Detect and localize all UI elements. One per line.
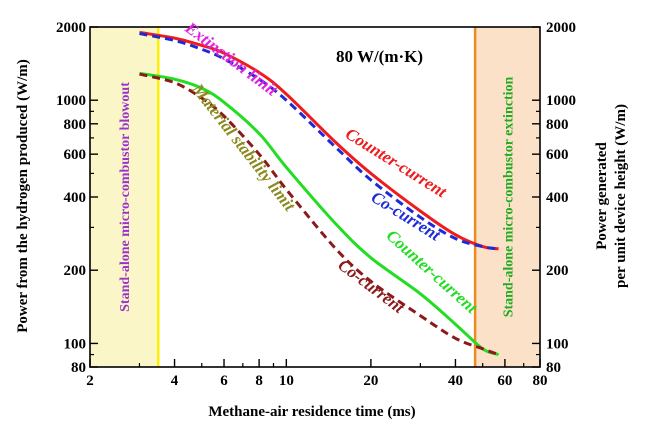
condition-label: 80 W/(m·K)	[336, 47, 423, 66]
y-tick-label-left: 2000	[56, 20, 86, 36]
annotation-4: Material stability limit	[188, 79, 300, 215]
y-axis-title-right-line2: per unit device height (W/m)	[613, 104, 629, 288]
x-tick-label: 60	[497, 373, 512, 389]
y-tick-label-right: 200	[546, 263, 569, 279]
y-axis-title-left: Power from the hydrogen produced (W/m)	[15, 59, 31, 332]
region-1	[90, 27, 159, 367]
x-axis-title: Methane-air residence time (ms)	[208, 404, 415, 420]
y-tick-label-left: 600	[64, 147, 87, 163]
y-tick-label-left: 800	[64, 117, 87, 133]
x-tick-label: 6	[220, 373, 228, 389]
y-tick-label-left: 200	[64, 263, 87, 279]
series-line-1	[139, 30, 499, 251]
curve-annotations: Extinction limitCounter-currentCo-curren…	[181, 18, 482, 318]
y-tick-label-left: 100	[64, 336, 87, 352]
region-2-label: Stand-alone micro-combustor extinction	[502, 76, 517, 317]
y-tick-label-left: 80	[71, 360, 86, 376]
y-tick-label-right: 600	[546, 147, 569, 163]
y-tick-label-right: 2000	[546, 20, 576, 36]
x-tick-label: 10	[279, 373, 294, 389]
x-tick-label: 8	[255, 373, 263, 389]
y-tick-label-right: 100	[546, 336, 569, 352]
region-2	[475, 27, 540, 367]
series-line-4	[139, 72, 500, 357]
shaded-regions: Stand-alone micro-combustor blowout Stand…	[90, 27, 540, 367]
y-tick-label-right: 80	[546, 360, 561, 376]
axis-ticks: 2 4 6 8 10 20 40 60 8080100200400600800100020008…	[56, 20, 576, 389]
y-tick-label-left: 1000	[56, 93, 86, 109]
region-1-label: Stand-alone micro-combustor blowout	[118, 82, 133, 312]
series-line-3	[139, 71, 500, 357]
y-tick-label-right: 800	[546, 117, 569, 133]
data-series	[139, 30, 500, 357]
y-tick-label-right: 400	[546, 190, 569, 206]
x-tick-label: 4	[171, 373, 179, 389]
x-tick-label: 20	[363, 373, 378, 389]
x-tick-label: 2	[86, 373, 94, 389]
x-tick-label: 40	[448, 373, 463, 389]
x-tick-label: 80	[533, 373, 548, 389]
y-tick-label-left: 400	[64, 190, 87, 206]
y-axis-title-right-line1: Power generated	[594, 142, 610, 250]
series-line-2	[139, 32, 499, 251]
y-tick-label-right: 1000	[546, 93, 576, 109]
annotation-6: Co-current	[334, 255, 408, 318]
